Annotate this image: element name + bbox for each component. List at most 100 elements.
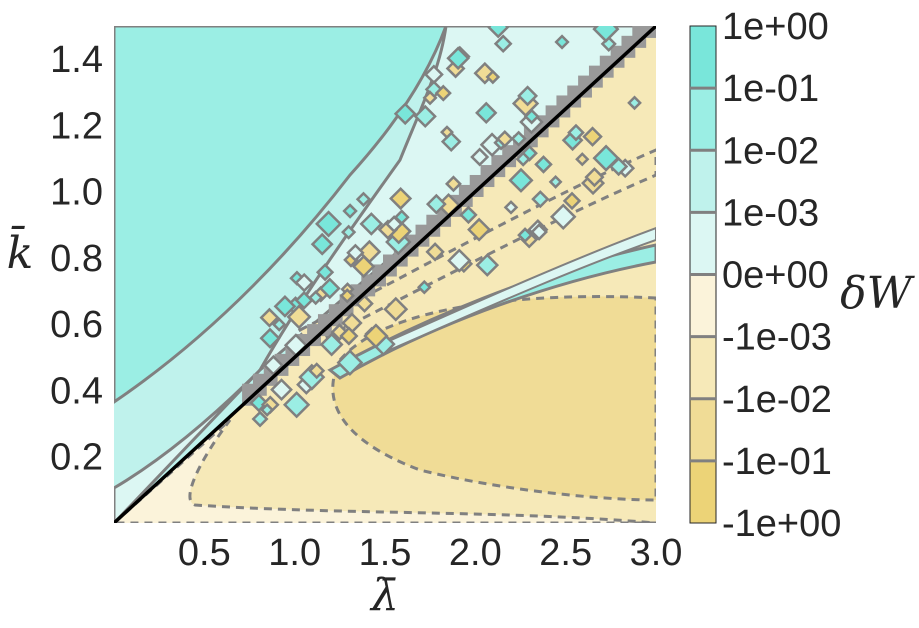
noise-speck bbox=[582, 126, 603, 147]
colorbar-segment bbox=[690, 150, 716, 213]
noise-speck bbox=[318, 277, 341, 300]
noise-speck bbox=[575, 152, 590, 167]
noise-speck bbox=[310, 232, 334, 256]
noise-speck bbox=[389, 186, 413, 211]
noise-speck bbox=[336, 349, 364, 377]
noise-speck bbox=[341, 224, 357, 240]
colorbar-label: δW bbox=[840, 268, 915, 319]
colorbar-segment bbox=[690, 398, 716, 462]
noise-speck bbox=[486, 26, 510, 39]
x-tick-label: 2.5 bbox=[539, 532, 592, 574]
noise-speck bbox=[342, 203, 358, 219]
noise-speck bbox=[357, 239, 382, 264]
noise-speck bbox=[440, 125, 454, 140]
noise-speck bbox=[493, 34, 513, 54]
y-axis-ticks: 0.2 0.4 0.6 0.8 1.0 1.2 1.4 bbox=[50, 39, 103, 479]
noise-speck bbox=[260, 402, 275, 417]
colorbar-segment bbox=[690, 26, 716, 89]
noise-speck bbox=[459, 205, 478, 225]
noise-speck bbox=[270, 378, 293, 402]
noise-speck bbox=[508, 167, 534, 193]
colorbar-tick-label: 0e+00 bbox=[722, 255, 829, 297]
noise-speck bbox=[434, 84, 452, 102]
noise-speck bbox=[286, 304, 312, 330]
noise-speck bbox=[294, 272, 315, 293]
y-tick-label: 1.2 bbox=[50, 105, 103, 147]
x-axis-ticks: 0.5 1.0 1.5 2.0 2.5 3.0 bbox=[178, 532, 682, 574]
noise-speck bbox=[351, 254, 376, 279]
noise-speck bbox=[355, 294, 374, 313]
region-positive-high bbox=[114, 26, 448, 404]
noise-speck bbox=[425, 242, 445, 262]
noise-speck bbox=[446, 46, 470, 71]
noise-speck bbox=[517, 227, 533, 244]
noise-speck bbox=[495, 129, 514, 148]
noise-speck bbox=[383, 296, 409, 322]
noise-speck bbox=[363, 323, 389, 349]
noise-speck bbox=[262, 354, 284, 376]
noise-speck bbox=[567, 123, 585, 142]
noise-speck bbox=[470, 147, 490, 167]
noise-speck bbox=[531, 190, 550, 209]
colorbar-tick-label: 1e-02 bbox=[722, 130, 819, 172]
noise-speck bbox=[339, 326, 359, 346]
colorbar-tick-label: -1e+00 bbox=[722, 503, 841, 545]
colorbar-segment bbox=[690, 460, 716, 524]
noise-speck bbox=[393, 209, 410, 226]
x-tick-label: 1.5 bbox=[359, 532, 412, 574]
y-tick-label: 0.2 bbox=[50, 437, 103, 479]
contour-noise bbox=[249, 26, 642, 428]
noise-speck bbox=[510, 130, 527, 147]
noise-speck bbox=[249, 393, 269, 413]
colorbar-tick-label: -1e-03 bbox=[722, 317, 832, 359]
noise-speck bbox=[523, 108, 540, 125]
noise-speck bbox=[308, 362, 326, 380]
noise-speck bbox=[440, 131, 462, 153]
y-axis-label: k̄ bbox=[7, 224, 34, 279]
noise-speck bbox=[627, 95, 642, 111]
x-tick-label: 3.0 bbox=[630, 532, 683, 574]
diagonal-line bbox=[114, 26, 656, 523]
x-tick-label: 0.5 bbox=[178, 532, 231, 574]
noise-speck bbox=[503, 200, 519, 215]
noise-speck bbox=[473, 61, 497, 85]
noise-speck bbox=[485, 69, 501, 85]
noise-speck bbox=[339, 288, 355, 304]
y-tick-label: 1.0 bbox=[50, 172, 103, 214]
x-tick-label: 2.0 bbox=[449, 532, 502, 574]
x-axis-label: λ̄ bbox=[369, 570, 399, 621]
region-positive-streak-2 bbox=[378, 226, 656, 354]
noise-speck bbox=[549, 203, 577, 230]
colorbar-segment bbox=[690, 212, 716, 275]
noise-speck bbox=[413, 104, 437, 128]
noise-speck bbox=[467, 217, 492, 242]
colorbar-segment bbox=[690, 88, 716, 151]
colorbar-segment bbox=[690, 274, 716, 338]
noise-speck bbox=[592, 26, 620, 43]
y-tick-label: 0.8 bbox=[50, 238, 103, 280]
noise-speck bbox=[315, 210, 343, 238]
noise-speck bbox=[444, 175, 462, 193]
colorbar-segment bbox=[690, 336, 716, 400]
noise-speck bbox=[346, 243, 365, 262]
y-tick-label: 0.4 bbox=[50, 370, 103, 412]
region-negative-faint bbox=[114, 418, 656, 523]
noise-speck bbox=[259, 307, 280, 328]
plot-area bbox=[114, 26, 656, 523]
colorbar-tick-label: -1e-02 bbox=[722, 379, 832, 421]
noise-speck bbox=[475, 101, 498, 125]
noise-speck bbox=[259, 327, 281, 349]
noise-speck bbox=[282, 391, 311, 419]
noise-speck bbox=[554, 34, 570, 50]
noise-speck bbox=[475, 253, 500, 277]
y-tick-label: 1.4 bbox=[50, 39, 103, 81]
colorbar-tick-label: -1e-01 bbox=[722, 441, 832, 483]
noise-speck bbox=[548, 174, 563, 189]
colorbar-tick-label: 1e-01 bbox=[722, 68, 819, 110]
noise-speck bbox=[359, 212, 384, 236]
noise-speck bbox=[515, 151, 531, 167]
noise-speck bbox=[416, 279, 432, 295]
y-tick-label: 0.6 bbox=[50, 304, 103, 346]
noise-speck bbox=[273, 295, 297, 318]
